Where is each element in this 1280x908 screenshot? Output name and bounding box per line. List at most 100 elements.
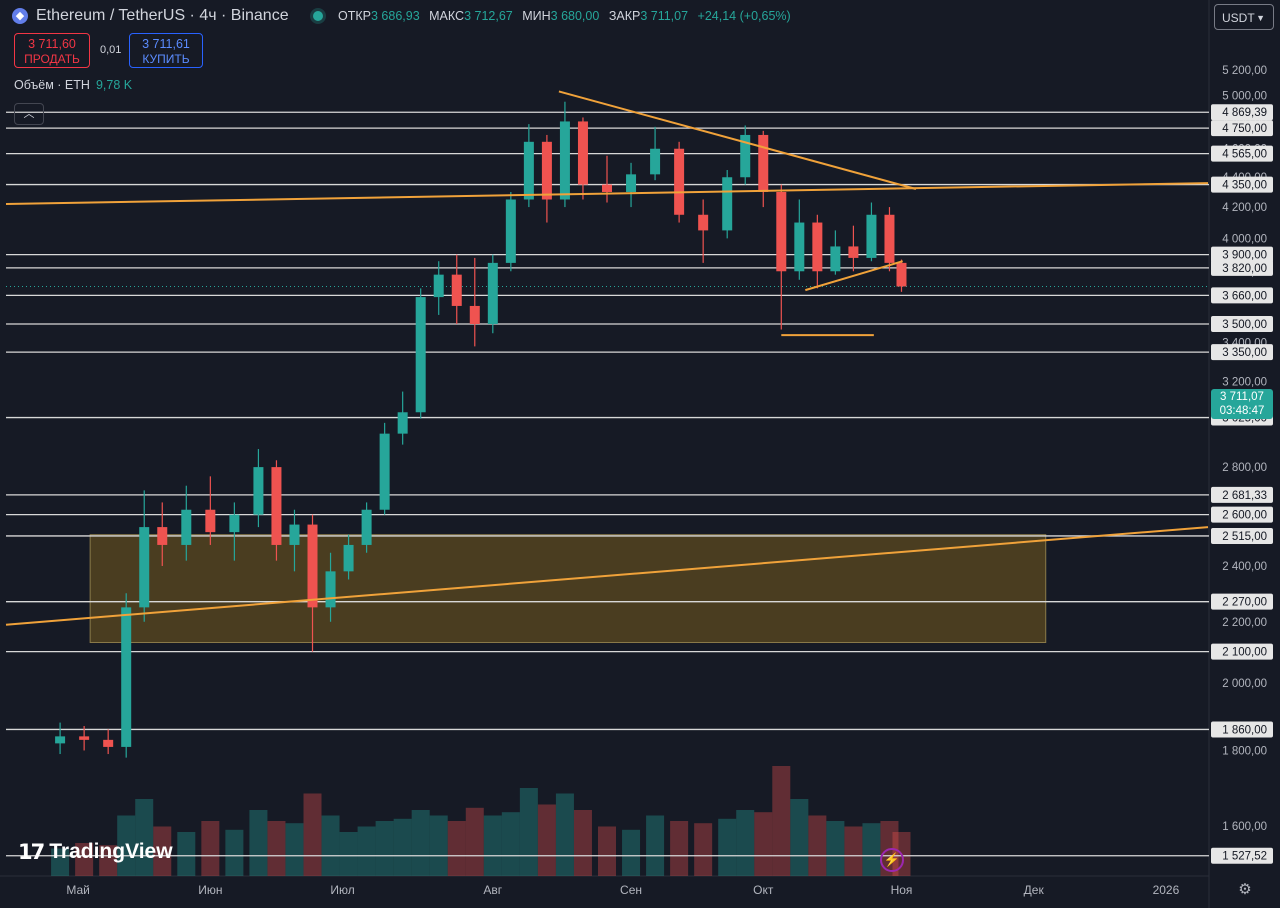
level-tag — [1211, 145, 1273, 162]
buy-price: 3 711,61 — [142, 37, 190, 51]
x-tick-label: Окт — [753, 883, 774, 897]
volume-bar — [447, 821, 466, 876]
high-value: 3 712,67 — [464, 9, 513, 23]
volume-bar — [339, 832, 358, 876]
volume-bar — [201, 821, 220, 876]
volume-bar — [808, 815, 827, 876]
volume-bar — [555, 793, 574, 876]
candle-body — [650, 148, 661, 175]
currency-selector[interactable]: USDT ▼ — [1214, 4, 1274, 30]
volume-bar — [736, 810, 755, 876]
level-label: 1 860,00 — [1222, 724, 1267, 736]
candle-body — [121, 607, 132, 747]
level-tag — [1211, 486, 1273, 503]
x-tick-label: Июн — [198, 883, 222, 897]
level-label: 4 869,39 — [1222, 107, 1267, 119]
level-tag — [1211, 246, 1273, 263]
volume-bar — [622, 829, 641, 876]
close-value: 3 711,07 — [640, 9, 689, 23]
level-label: 3 500,00 — [1222, 319, 1267, 331]
current-price-value: 3 711,07 — [1220, 391, 1264, 403]
candle-body — [523, 141, 534, 200]
volume-bar — [844, 826, 863, 876]
candle-body — [487, 262, 498, 325]
candle-body — [451, 274, 462, 306]
volume-bar — [99, 845, 118, 876]
buy-button[interactable]: 3 711,61 КУПИТЬ — [129, 33, 203, 68]
collapse-legend-button[interactable]: ︿ — [14, 103, 44, 125]
trendline-descending-resistance — [558, 90, 917, 190]
volume-bar — [375, 821, 394, 876]
volume-bar — [177, 832, 196, 876]
level-label: 2 681,33 — [1222, 490, 1267, 502]
volume-bar — [393, 818, 412, 876]
y-tick-label: 2 000,00 — [1222, 678, 1267, 690]
level-tag — [1211, 176, 1273, 193]
buy-label: КУПИТЬ — [142, 52, 190, 66]
countdown-value: 03:48:47 — [1219, 405, 1265, 417]
y-tick-label: 4 000,00 — [1222, 233, 1267, 245]
accumulation-zone — [89, 534, 1047, 644]
volume-bar — [225, 829, 244, 876]
candle-body — [541, 141, 552, 200]
level-label: 3 660,00 — [1222, 290, 1267, 302]
volume-bar — [670, 821, 689, 876]
y-tick-label: 3 200,00 — [1222, 376, 1267, 388]
volume-bar — [754, 812, 773, 876]
x-tick-label: Ноя — [891, 883, 913, 897]
candle-body — [181, 509, 192, 545]
candle-body — [505, 199, 516, 263]
volume-bar — [573, 810, 592, 876]
low-value: 3 680,00 — [550, 9, 600, 23]
level-label: 3 900,00 — [1222, 250, 1267, 262]
candle-body — [325, 571, 336, 608]
candle-body — [674, 148, 685, 215]
volume-legend[interactable]: Объём · ETH 9,78 K — [14, 78, 132, 92]
level-label: 2 270,00 — [1222, 597, 1267, 609]
candle-body — [139, 527, 150, 608]
volume-bar — [501, 812, 520, 876]
candle-body — [602, 184, 612, 192]
candle-body — [361, 509, 372, 545]
candle-body — [884, 214, 895, 263]
level-label: 4 750,00 — [1222, 123, 1267, 135]
volume-bar — [537, 804, 556, 876]
lightning-icon[interactable]: ⚡ — [880, 848, 904, 872]
volume-bar — [285, 823, 304, 876]
level-label: 1 527,52 — [1222, 851, 1267, 863]
level-label: 4 565,00 — [1222, 149, 1267, 161]
volume-legend-label: Объём · ETH — [14, 78, 90, 92]
volume-bar — [135, 799, 154, 876]
current-price-badge: 3 711,07 03:48:47 — [1211, 389, 1273, 419]
tradingview-logo[interactable]: 17 TradingView — [18, 840, 173, 864]
volume-bar — [411, 810, 430, 876]
sell-button[interactable]: 3 711,60 ПРОДАТЬ — [14, 33, 90, 68]
volume-bar — [646, 815, 665, 876]
y-tick-label: 5 200,00 — [1222, 65, 1267, 77]
candle-body — [830, 246, 841, 272]
x-tick-label: Сен — [620, 883, 642, 897]
volume-bar — [117, 815, 136, 876]
volume-bar — [826, 821, 845, 876]
level-label: 2 515,00 — [1222, 531, 1267, 543]
candle-body — [415, 297, 426, 413]
candle-body — [559, 121, 570, 200]
y-tick-label: 1 600,00 — [1222, 821, 1267, 833]
candle-body — [722, 177, 733, 231]
x-tick-label: Май — [66, 883, 90, 897]
level-tag — [1211, 506, 1273, 523]
level-tag — [1211, 120, 1273, 137]
trendline-support-long-upper — [5, 182, 1209, 206]
ohlc-values: ОТКР3 686,93 МАКС3 712,67 МИН3 680,00 ЗА… — [338, 9, 797, 23]
symbol-title[interactable]: Ethereum / TetherUS · 4ч · Binance — [36, 7, 289, 24]
level-label: 2 600,00 — [1222, 510, 1267, 522]
chart-header: ◆ Ethereum / TetherUS · 4ч · Binance ОТК… — [0, 0, 1210, 32]
candle-body — [343, 544, 354, 572]
candle-body — [469, 305, 480, 325]
volume-bar — [321, 815, 340, 876]
tradingview-wordmark: TradingView — [49, 840, 173, 863]
gear-icon[interactable]: ⚙ — [1238, 881, 1252, 898]
volume-bar — [429, 815, 448, 876]
